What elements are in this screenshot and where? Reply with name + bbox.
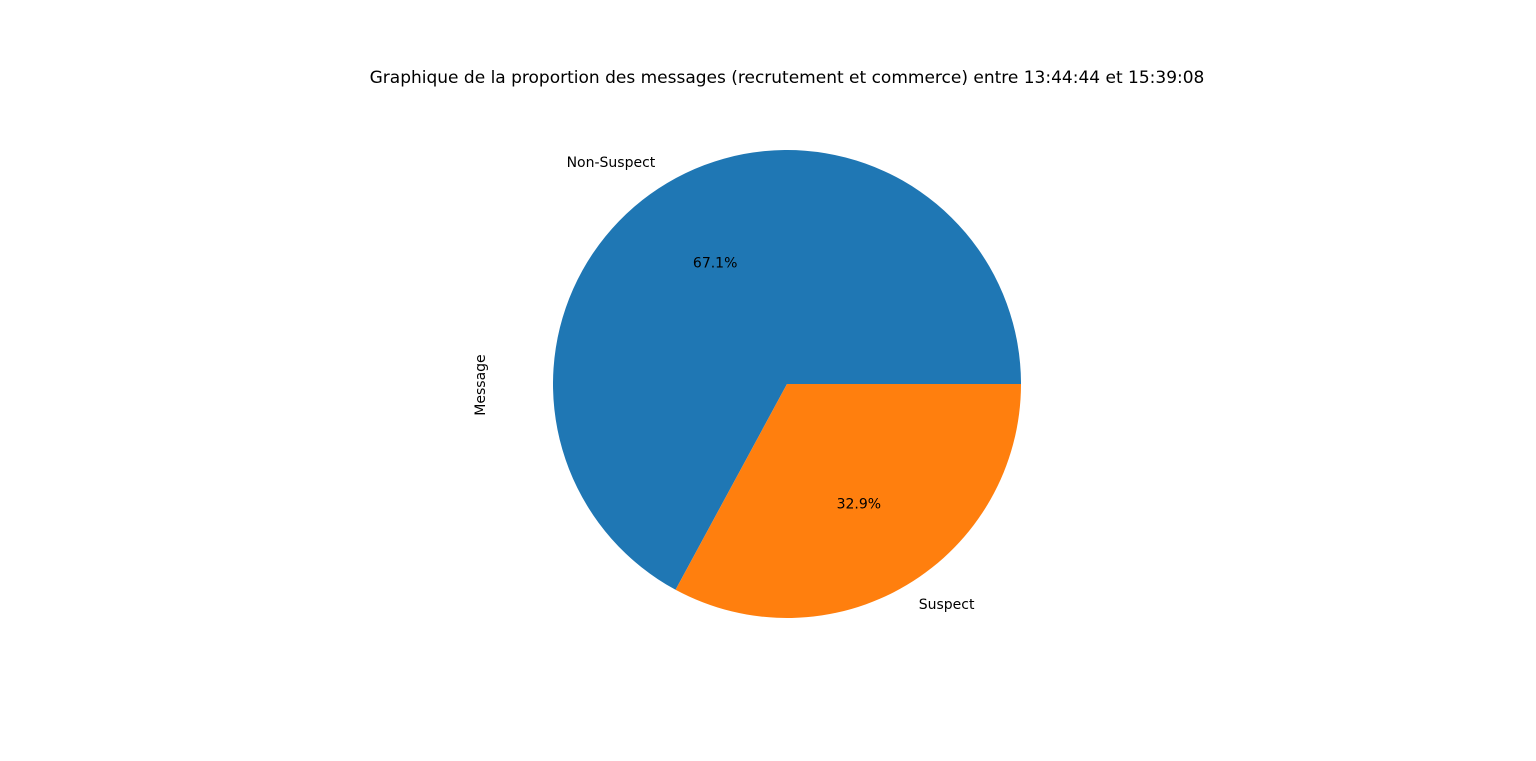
pie-pct-suspect: 32.9% — [837, 497, 881, 513]
chart-title: Graphique de la proportion des messages … — [369, 68, 1205, 88]
pie-label-non-suspect: Non-Suspect — [567, 155, 656, 171]
y-axis-label: Message — [473, 354, 489, 415]
pie-label-suspect: Suspect — [919, 597, 975, 613]
pie-pct-non-suspect: 67.1% — [693, 255, 737, 271]
pie-labels: Non-Suspect 67.1% Suspect 32.9% — [567, 155, 975, 613]
pie-slice-suspect — [675, 384, 1021, 619]
pie-wedges — [553, 150, 1021, 619]
pie-slice-non-suspect — [553, 150, 1021, 590]
